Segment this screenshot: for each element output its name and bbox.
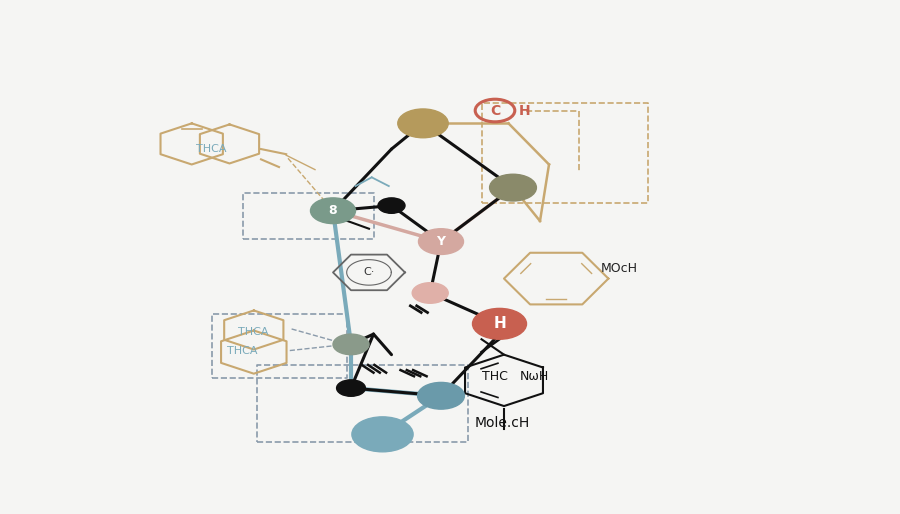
Circle shape [412, 283, 448, 303]
Text: THCA: THCA [227, 345, 257, 356]
Circle shape [398, 109, 448, 138]
Text: THCA: THCA [196, 144, 227, 154]
Circle shape [418, 229, 464, 254]
Text: H: H [493, 316, 506, 332]
Circle shape [352, 417, 413, 452]
Circle shape [378, 198, 405, 213]
Text: THCA: THCA [238, 326, 269, 337]
Text: THC: THC [482, 370, 508, 383]
Text: NωH: NωH [519, 370, 548, 383]
Text: 8: 8 [328, 204, 338, 217]
Circle shape [333, 334, 369, 355]
Circle shape [490, 174, 536, 201]
Circle shape [337, 380, 365, 396]
Text: H: H [518, 103, 530, 118]
Text: C: C [490, 103, 500, 118]
Circle shape [310, 198, 356, 224]
Text: Y: Y [436, 235, 446, 248]
Circle shape [472, 308, 526, 339]
Text: C·: C· [364, 267, 374, 278]
Text: MOcH: MOcH [601, 262, 638, 275]
Circle shape [418, 382, 464, 409]
Text: Mole.cH: Mole.cH [474, 415, 530, 430]
